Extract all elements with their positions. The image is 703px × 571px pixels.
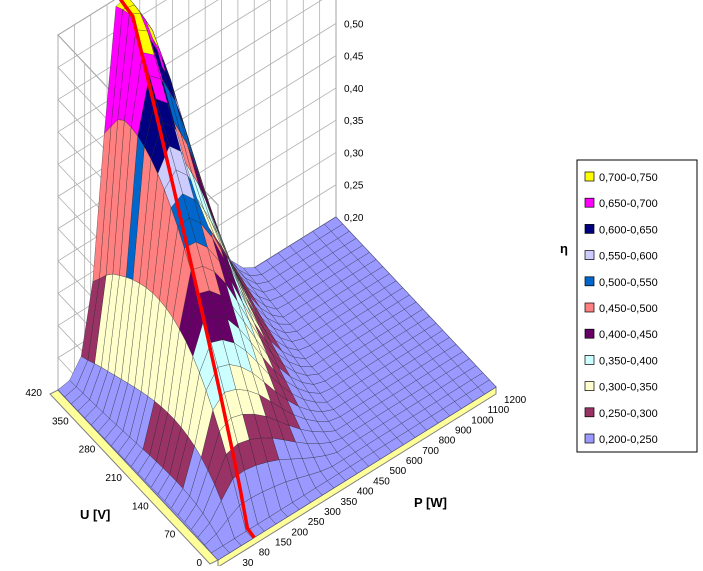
legend-label: 0,700-0,750 (599, 172, 658, 184)
legend-swatch (584, 328, 595, 339)
x-tick-label: 80 (259, 548, 271, 559)
axis-ticks: 0308015020025030035040045050060070080090… (25, 19, 527, 571)
max-efficiency-curve (118, 0, 256, 539)
x-tick-label: 900 (455, 426, 472, 437)
x-tick-label: 150 (275, 537, 292, 548)
surface-mesh (57, 0, 497, 561)
legend-swatch (584, 433, 595, 444)
y-tick-label: 210 (105, 473, 122, 484)
z-axis-title: η (560, 241, 568, 256)
z-tick-label: 0,35 (344, 116, 364, 127)
z-tick-label: 0,30 (344, 148, 364, 159)
legend-label: 0,250-0,300 (599, 408, 658, 420)
legend-swatch (584, 197, 595, 208)
legend-swatch (584, 171, 595, 182)
y-tick-label: 0 (196, 558, 202, 566)
legend-swatch (584, 276, 595, 287)
z-tick-label: 0,50 (344, 19, 364, 30)
x-axis-title: P [W] (414, 495, 447, 510)
z-tick-label: 0,45 (344, 52, 364, 63)
y-tick-label: 350 (52, 416, 69, 427)
max-efficiency-line (118, 0, 256, 539)
y-tick-label: 420 (25, 388, 42, 399)
legend-swatch (584, 381, 595, 391)
x-tick-label: 350 (340, 497, 357, 508)
legend-swatch (584, 355, 595, 365)
x-tick-label: 800 (439, 436, 456, 447)
z-tick-label: 0,25 (344, 181, 364, 192)
legend-label: 0,450-0,500 (599, 303, 658, 315)
legend-label: 0,400-0,450 (599, 329, 658, 341)
x-tick-label: 700 (422, 446, 439, 457)
z-tick-label: 0,20 (344, 213, 364, 224)
y-tick-label: 70 (164, 530, 176, 541)
legend-swatch (584, 224, 595, 234)
legend-label: 0,350-0,400 (599, 355, 658, 367)
x-tick-label: 1200 (504, 395, 527, 406)
surface-cell (130, 0, 146, 21)
legend-label: 0,550-0,600 (599, 251, 658, 263)
x-tick-label: 400 (357, 487, 374, 498)
z-tick-label: 0,40 (344, 84, 364, 95)
x-tick-label: 1100 (488, 405, 510, 416)
x-tick-label: 600 (406, 456, 423, 467)
x-tick-label: 250 (308, 517, 325, 528)
x-tick-label: 200 (291, 527, 308, 538)
legend-swatch (584, 407, 595, 418)
legend: 0,700-0,750 0,650-0,700 0,600-0,650 0,550-0… (576, 159, 698, 453)
x-tick-label: 450 (373, 476, 390, 487)
x-tick-label: 1000 (471, 415, 494, 426)
legend-label: 0,200-0,250 (599, 434, 658, 446)
x-tick-label: 30 (242, 558, 254, 566)
legend-label: 0,300-0,350 (599, 382, 658, 394)
surface-cell (57, 380, 77, 398)
legend-label: 0,600-0,650 (599, 224, 658, 236)
legend-box (576, 159, 698, 453)
y-axis-title: U [V] (80, 507, 110, 522)
y-tick-label: 140 (132, 501, 149, 512)
legend-label: 0,500-0,550 (599, 277, 658, 289)
x-tick-label: 300 (324, 507, 341, 518)
legend-swatch (584, 302, 595, 313)
legend-swatch (584, 250, 595, 260)
y-tick-label: 280 (79, 445, 96, 456)
x-tick-label: 500 (390, 466, 407, 477)
legend-label: 0,650-0,700 (599, 198, 658, 210)
